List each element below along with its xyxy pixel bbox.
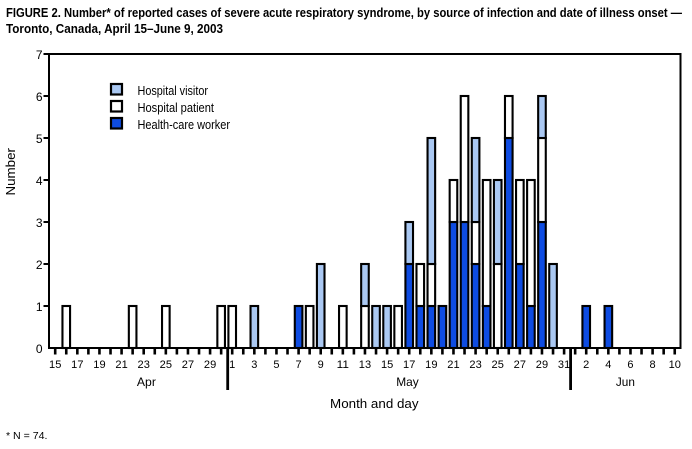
svg-text:25: 25 xyxy=(160,359,172,371)
svg-text:17: 17 xyxy=(403,359,415,371)
svg-text:11: 11 xyxy=(337,359,349,371)
svg-text:23: 23 xyxy=(469,359,481,371)
svg-text:Hospital patient: Hospital patient xyxy=(138,100,215,115)
svg-text:0: 0 xyxy=(36,342,43,356)
svg-text:25: 25 xyxy=(492,359,504,371)
svg-text:27: 27 xyxy=(514,359,526,371)
svg-text:21: 21 xyxy=(115,359,127,371)
svg-text:7: 7 xyxy=(296,359,302,371)
svg-text:Toronto, Canada, April 15–June: Toronto, Canada, April 15–June 9, 2003 xyxy=(6,21,223,36)
svg-text:Jun: Jun xyxy=(616,375,635,389)
svg-text:2: 2 xyxy=(583,359,589,371)
svg-text:Hospital visitor: Hospital visitor xyxy=(138,83,209,98)
svg-text:8: 8 xyxy=(650,359,656,371)
svg-text:5: 5 xyxy=(273,359,279,371)
svg-text:Apr: Apr xyxy=(137,375,156,389)
svg-text:4: 4 xyxy=(605,359,611,371)
svg-text:5: 5 xyxy=(36,132,43,146)
svg-text:Health-care worker: Health-care worker xyxy=(138,117,231,132)
svg-text:27: 27 xyxy=(182,359,194,371)
svg-text:19: 19 xyxy=(425,359,437,371)
svg-text:7: 7 xyxy=(36,48,43,62)
svg-text:15: 15 xyxy=(381,359,393,371)
svg-text:3: 3 xyxy=(36,216,43,230)
svg-text:19: 19 xyxy=(93,359,105,371)
svg-text:2: 2 xyxy=(36,258,43,272)
svg-text:21: 21 xyxy=(447,359,459,371)
svg-text:23: 23 xyxy=(138,359,150,371)
svg-text:1: 1 xyxy=(229,359,235,371)
svg-text:4: 4 xyxy=(36,174,43,188)
svg-text:29: 29 xyxy=(204,359,216,371)
svg-text:10: 10 xyxy=(669,359,681,371)
svg-text:9: 9 xyxy=(318,359,324,371)
svg-text:Month and day: Month and day xyxy=(330,396,419,411)
svg-text:3: 3 xyxy=(251,359,257,371)
svg-text:6: 6 xyxy=(36,90,43,104)
svg-text:15: 15 xyxy=(49,359,61,371)
svg-text:May: May xyxy=(396,375,419,389)
svg-text:31: 31 xyxy=(558,359,570,371)
svg-text:6: 6 xyxy=(627,359,633,371)
svg-text:29: 29 xyxy=(536,359,548,371)
svg-text:17: 17 xyxy=(71,359,83,371)
svg-text:1: 1 xyxy=(36,300,43,314)
svg-text:FIGURE 2. Number* of reported: FIGURE 2. Number* of reported cases of s… xyxy=(6,5,682,20)
svg-text:Number: Number xyxy=(3,147,18,195)
svg-text:* N = 74.: * N = 74. xyxy=(6,431,48,442)
svg-text:13: 13 xyxy=(359,359,371,371)
